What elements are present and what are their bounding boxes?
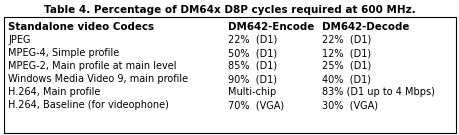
Text: 12%  (D1): 12% (D1) (321, 48, 370, 58)
Bar (4, 17, 455, 133)
Text: MPEG-2, Main profile at main level: MPEG-2, Main profile at main level (8, 61, 176, 71)
Text: JPEG: JPEG (8, 35, 30, 45)
Text: 30%  (VGA): 30% (VGA) (321, 100, 377, 110)
Text: DM642-Decode: DM642-Decode (321, 22, 409, 32)
Text: Multi-chip: Multi-chip (228, 87, 276, 97)
Text: 90%  (D1): 90% (D1) (228, 74, 276, 84)
Text: 85%  (D1): 85% (D1) (228, 61, 276, 71)
Text: Table 4. Percentage of DM64x D8P cycles required at 600 MHz.: Table 4. Percentage of DM64x D8P cycles … (44, 5, 415, 15)
Text: MPEG-4, Simple profile: MPEG-4, Simple profile (8, 48, 119, 58)
Text: 83% (D1 up to 4 Mbps): 83% (D1 up to 4 Mbps) (321, 87, 434, 97)
Text: DM642-Encode: DM642-Encode (228, 22, 313, 32)
Text: H.264, Baseline (for videophone): H.264, Baseline (for videophone) (8, 100, 168, 110)
Text: Windows Media Video 9, main profile: Windows Media Video 9, main profile (8, 74, 188, 84)
Text: 70%  (VGA): 70% (VGA) (228, 100, 284, 110)
Text: 22%  (D1): 22% (D1) (228, 35, 277, 45)
Text: 50%  (D1): 50% (D1) (228, 48, 276, 58)
Text: 22%  (D1): 22% (D1) (321, 35, 370, 45)
Text: 25%  (D1): 25% (D1) (321, 61, 370, 71)
Text: Standalone video Codecs: Standalone video Codecs (8, 22, 154, 32)
Text: H.264, Main profile: H.264, Main profile (8, 87, 100, 97)
Text: 40%  (D1): 40% (D1) (321, 74, 370, 84)
